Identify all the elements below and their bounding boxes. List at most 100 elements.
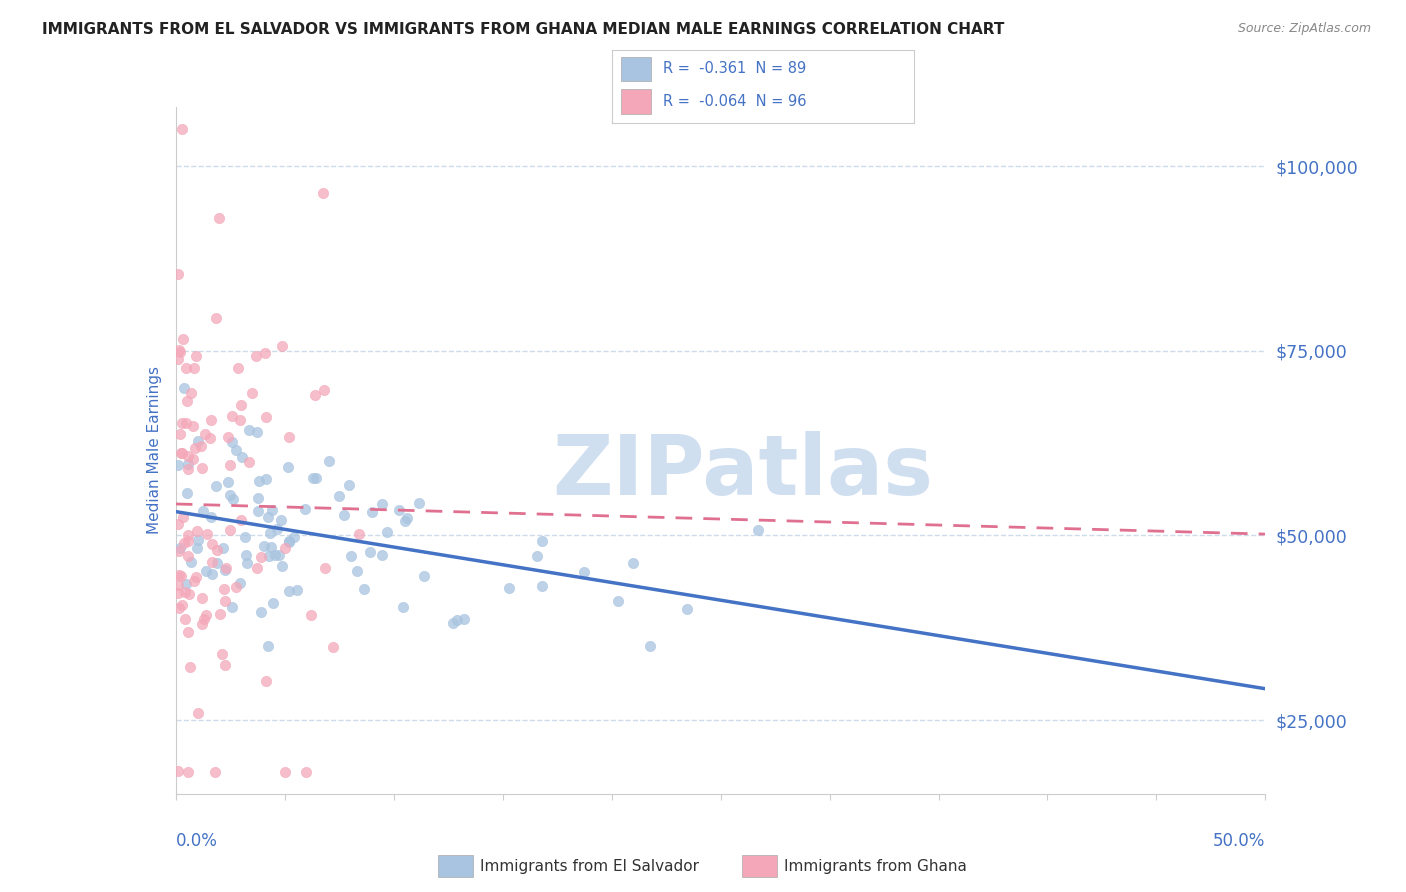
Point: [222, 491, 245, 506]
Point: [333, 508, 356, 523]
Point: [191, 461, 214, 475]
Point: [301, 608, 323, 623]
Point: [167, 267, 190, 281]
Point: [193, 504, 215, 518]
Point: [174, 416, 197, 430]
Point: [167, 458, 190, 473]
Point: [183, 361, 205, 376]
Point: [259, 525, 281, 540]
Point: [259, 549, 281, 563]
Point: [249, 605, 271, 619]
Point: [259, 540, 281, 554]
Point: [346, 564, 368, 578]
Point: [172, 332, 194, 346]
Point: [169, 541, 191, 555]
Point: [441, 615, 464, 630]
Point: [217, 430, 239, 444]
Point: [184, 570, 207, 584]
Point: [214, 563, 236, 577]
Point: [231, 450, 253, 464]
Point: [392, 600, 415, 615]
Point: [314, 561, 336, 575]
Point: [253, 539, 276, 553]
Point: [278, 533, 301, 548]
Point: [245, 349, 267, 363]
Point: [266, 522, 288, 536]
FancyBboxPatch shape: [620, 88, 651, 113]
Point: [305, 471, 328, 485]
Point: [283, 530, 305, 544]
Point: [172, 598, 194, 612]
Point: [322, 640, 344, 654]
Point: [167, 516, 190, 531]
Point: [201, 556, 224, 570]
Point: [377, 524, 399, 539]
Point: [177, 458, 200, 472]
Point: [388, 503, 411, 517]
Point: [498, 581, 520, 595]
Point: [371, 497, 394, 511]
Point: [219, 458, 242, 473]
Point: [340, 549, 363, 563]
Point: [174, 611, 197, 625]
Point: [174, 577, 197, 591]
Point: [193, 612, 215, 626]
Point: [167, 352, 190, 367]
Point: [301, 471, 323, 485]
Point: [187, 434, 209, 448]
Point: [408, 496, 430, 510]
Point: [371, 548, 394, 562]
Point: [169, 426, 191, 441]
Point: [191, 591, 214, 605]
Point: [172, 122, 194, 136]
Point: [270, 513, 292, 527]
Point: [278, 430, 301, 444]
Point: [572, 565, 595, 579]
Point: [395, 511, 418, 525]
Point: [240, 386, 263, 401]
Point: [174, 585, 197, 599]
Point: [167, 544, 190, 558]
Point: [176, 549, 198, 563]
Point: [256, 639, 278, 653]
Point: [180, 386, 202, 401]
Point: [530, 578, 553, 592]
Point: [170, 416, 193, 430]
Point: [194, 608, 217, 623]
Point: [204, 478, 226, 492]
Point: [181, 452, 204, 467]
Point: [229, 398, 252, 412]
Point: [173, 381, 195, 395]
Text: ZIPatlas: ZIPatlas: [553, 431, 932, 512]
Point: [170, 569, 193, 583]
Point: [211, 648, 233, 662]
Point: [194, 426, 217, 441]
Point: [204, 764, 226, 779]
Point: [221, 409, 243, 423]
Point: [169, 345, 191, 359]
Point: [446, 613, 468, 627]
Point: [233, 530, 256, 544]
Point: [312, 186, 335, 200]
Point: [177, 462, 200, 476]
Point: [176, 360, 198, 375]
Point: [246, 561, 269, 575]
Point: [176, 624, 198, 639]
Point: [285, 583, 308, 598]
Text: R =  -0.361  N = 89: R = -0.361 N = 89: [664, 62, 806, 77]
Point: [607, 594, 630, 608]
Text: Source: ZipAtlas.com: Source: ZipAtlas.com: [1237, 22, 1371, 36]
Point: [167, 764, 190, 778]
Point: [238, 455, 260, 469]
Point: [177, 449, 200, 463]
Text: 0.0%: 0.0%: [176, 831, 218, 850]
FancyBboxPatch shape: [742, 855, 778, 877]
Point: [212, 541, 235, 555]
Point: [294, 502, 316, 516]
Point: [225, 443, 247, 458]
Point: [214, 657, 236, 672]
Point: [176, 527, 198, 541]
FancyBboxPatch shape: [620, 56, 651, 81]
Point: [359, 544, 381, 558]
Point: [277, 460, 299, 475]
